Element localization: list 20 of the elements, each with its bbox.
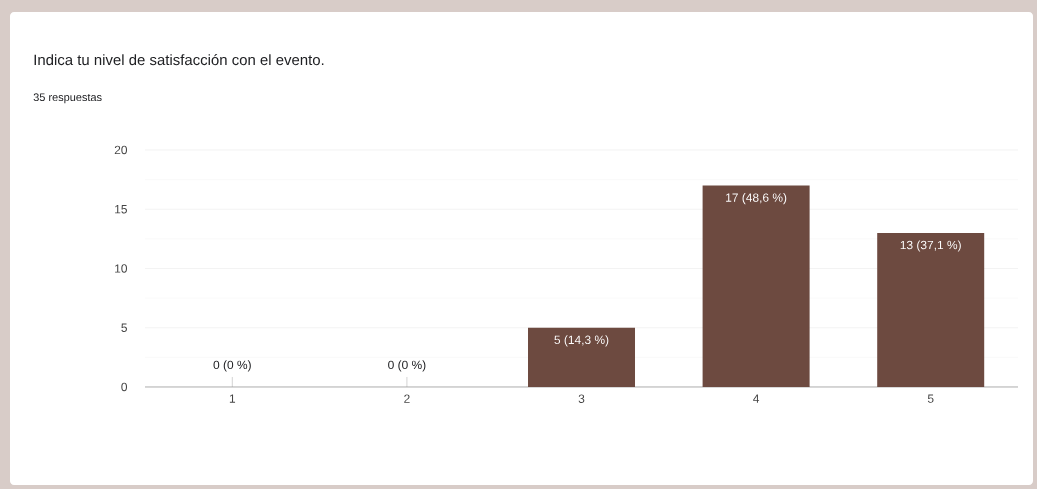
y-tick-label: 5 [121, 323, 127, 332]
y-tick-label: 15 [115, 205, 127, 214]
data-label: 13 (37,1 %) [900, 240, 961, 252]
data-label: 0 (0 %) [388, 360, 426, 372]
y-tick-label: 10 [115, 264, 128, 273]
bar [877, 232, 985, 387]
bar [528, 327, 636, 387]
x-tick-label: 2 [404, 394, 410, 403]
y-tick-label: 20 [114, 145, 128, 155]
data-label: 5 (14,3 %) [554, 335, 609, 347]
chart-subtitle: 35 respuestas [33, 93, 102, 104]
x-tick-label: 4 [753, 394, 760, 403]
chart-title: Indica tu nivel de satisfacción con el evento. [34, 53, 324, 66]
x-tick-label: 1 [229, 394, 236, 403]
x-tick-label: 3 [578, 394, 585, 403]
y-tick-label: 0 [121, 382, 128, 392]
data-label: 0 (0 %) [213, 360, 251, 372]
x-tick-label: 5 [927, 394, 934, 403]
bar [702, 185, 810, 387]
data-label: 17 (48,6 %) [726, 193, 787, 205]
